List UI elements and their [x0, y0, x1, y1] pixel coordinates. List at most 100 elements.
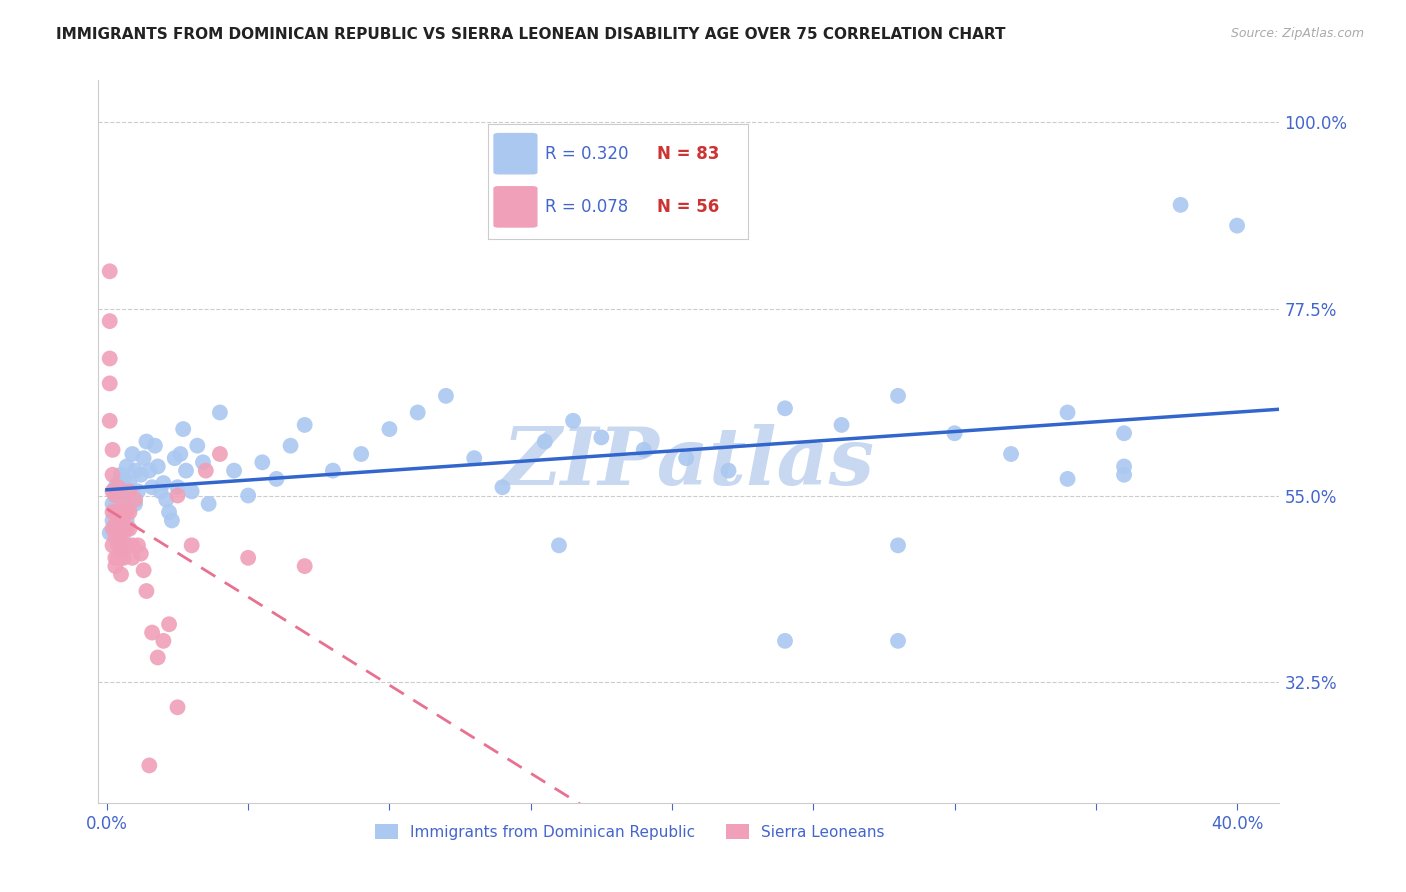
Point — [110, 505, 132, 519]
Point — [463, 451, 485, 466]
Point — [112, 538, 135, 552]
Point — [887, 633, 910, 648]
Point — [138, 464, 160, 478]
Point — [101, 484, 124, 499]
Point — [378, 422, 401, 436]
Point — [208, 405, 231, 419]
Point — [129, 547, 152, 561]
Point — [124, 464, 146, 478]
Point — [115, 538, 138, 552]
Point — [107, 550, 129, 565]
Point — [115, 459, 138, 474]
Point — [107, 480, 129, 494]
Point — [143, 439, 166, 453]
Point — [104, 550, 127, 565]
Point — [773, 401, 796, 416]
Point — [169, 447, 191, 461]
Point — [887, 389, 910, 403]
Point — [166, 480, 188, 494]
Point — [110, 567, 132, 582]
Point — [163, 451, 186, 466]
Point — [186, 439, 208, 453]
Point — [149, 484, 172, 499]
Point — [675, 451, 697, 466]
Point — [132, 451, 155, 466]
Point — [124, 492, 146, 507]
Point — [280, 439, 302, 453]
Point — [118, 505, 141, 519]
Point — [104, 500, 127, 515]
Point — [174, 464, 197, 478]
Point — [322, 464, 344, 478]
Point — [1170, 198, 1192, 212]
Point — [98, 414, 121, 428]
Point — [127, 538, 149, 552]
Point — [157, 617, 180, 632]
Point — [146, 459, 169, 474]
Point — [238, 489, 260, 503]
Point — [717, 464, 740, 478]
Point — [121, 484, 143, 499]
Point — [104, 505, 127, 519]
Point — [191, 455, 214, 469]
Point — [294, 559, 316, 574]
Point — [146, 650, 169, 665]
Point — [101, 522, 124, 536]
Point — [548, 538, 571, 552]
Point — [101, 538, 124, 552]
Point — [98, 264, 121, 278]
Point — [1000, 447, 1022, 461]
Point — [98, 351, 121, 366]
Point — [112, 550, 135, 565]
Point — [350, 447, 373, 461]
Point — [160, 513, 183, 527]
Point — [104, 559, 127, 574]
Point — [943, 426, 966, 441]
Point — [252, 455, 274, 469]
Point — [107, 534, 129, 549]
Point — [107, 476, 129, 491]
Point — [115, 522, 138, 536]
Point — [127, 484, 149, 499]
Point — [110, 484, 132, 499]
Point — [104, 530, 127, 544]
Point — [138, 758, 160, 772]
Point — [110, 550, 132, 565]
Point — [132, 563, 155, 577]
Point — [194, 464, 217, 478]
Text: IMMIGRANTS FROM DOMINICAN REPUBLIC VS SIERRA LEONEAN DISABILITY AGE OVER 75 CORR: IMMIGRANTS FROM DOMINICAN REPUBLIC VS SI… — [56, 27, 1005, 42]
Point — [104, 522, 127, 536]
Point — [107, 492, 129, 507]
Point — [180, 538, 202, 552]
Point — [129, 467, 152, 482]
Point — [121, 447, 143, 461]
Point — [112, 472, 135, 486]
Point — [294, 417, 316, 432]
Point — [1112, 426, 1135, 441]
Point — [155, 492, 177, 507]
Point — [172, 422, 194, 436]
Point — [104, 480, 127, 494]
Point — [491, 480, 513, 494]
Point — [107, 538, 129, 552]
Point — [157, 505, 180, 519]
Point — [1226, 219, 1249, 233]
Text: ZIPatlas: ZIPatlas — [503, 425, 875, 502]
Point — [101, 505, 124, 519]
Point — [266, 472, 288, 486]
Point — [434, 389, 457, 403]
Point — [98, 314, 121, 328]
Point — [166, 700, 188, 714]
Point — [197, 497, 219, 511]
Point — [534, 434, 557, 449]
Point — [1056, 472, 1078, 486]
Point — [773, 633, 796, 648]
Point — [152, 633, 174, 648]
Point — [831, 417, 853, 432]
Point — [124, 497, 146, 511]
Point — [135, 584, 157, 599]
Point — [166, 489, 188, 503]
Point — [115, 505, 138, 519]
Point — [118, 522, 141, 536]
Point — [180, 484, 202, 499]
